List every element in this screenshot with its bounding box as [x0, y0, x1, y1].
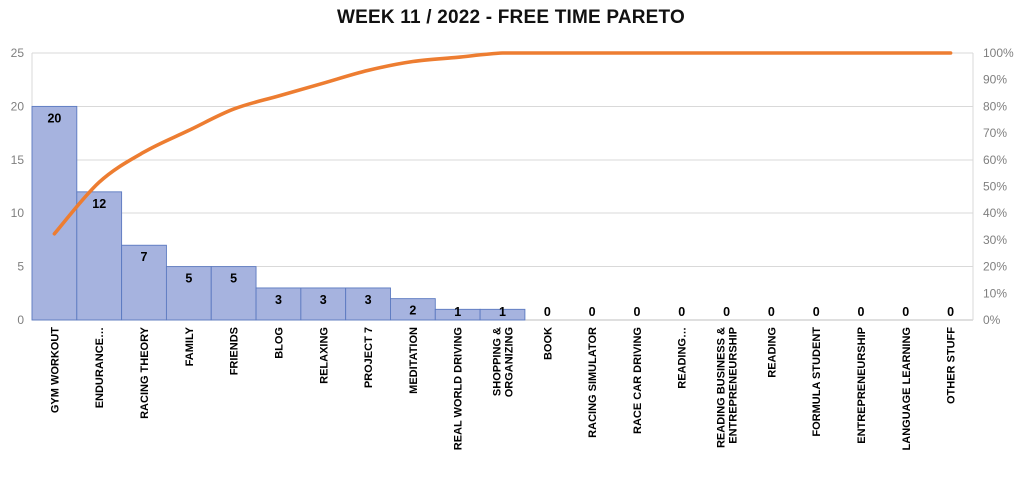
value-label-1: 12: [92, 197, 106, 211]
category-label-10: ORGANIZING: [504, 327, 516, 397]
value-label-15: 0: [723, 305, 730, 319]
value-label-8: 2: [409, 304, 416, 318]
category-label-19: LANGUAGE LEARNING: [901, 327, 913, 450]
category-label-16: READING: [766, 327, 778, 378]
value-label-16: 0: [768, 305, 775, 319]
value-label-4: 5: [230, 272, 237, 286]
category-label-15: READING BUSINESS &: [716, 327, 728, 448]
right-axis-tick: 30%: [983, 233, 1007, 247]
right-axis-tick: 40%: [983, 206, 1007, 220]
category-label-0: GYM WORKOUT: [49, 327, 61, 413]
right-axis-tick: 0%: [983, 313, 1001, 327]
left-axis-tick: 15: [11, 153, 25, 167]
right-axis-tick: 60%: [983, 153, 1007, 167]
value-label-10: 1: [499, 305, 506, 319]
right-axis-tick: 10%: [983, 286, 1007, 300]
category-label-20: OTHER STUFF: [946, 327, 958, 404]
bar-1: [76, 191, 123, 321]
value-label-11: 0: [544, 305, 551, 319]
right-axis-tick: 70%: [983, 126, 1007, 140]
category-label-9: REAL WORLD DRIVING: [453, 327, 465, 450]
value-label-14: 0: [678, 305, 685, 319]
category-label-2: RACING THEORY: [139, 326, 151, 419]
value-label-17: 0: [813, 305, 820, 319]
right-axis-tick: 80%: [983, 99, 1007, 113]
value-label-9: 1: [454, 305, 461, 319]
value-label-0: 20: [47, 111, 61, 125]
bar-7: [345, 287, 391, 321]
left-axis-tick: 10: [11, 206, 25, 220]
left-axis-tick: 25: [11, 46, 25, 60]
value-label-2: 7: [141, 250, 148, 264]
left-axis-tick: 5: [17, 260, 24, 274]
category-label-3: FAMILY: [184, 326, 196, 366]
right-axis-tick: 50%: [983, 180, 1007, 194]
right-axis-tick: 100%: [983, 46, 1014, 60]
category-label-12: RACING SIMULATOR: [587, 327, 599, 438]
category-label-10: SHOPPING &: [492, 327, 504, 396]
value-label-5: 3: [275, 293, 282, 307]
value-label-6: 3: [320, 293, 327, 307]
category-label-15: ENTREPRENEURSHIP: [728, 327, 740, 444]
category-label-8: MEDITATION: [408, 327, 420, 394]
cumulative-line: [52, 51, 953, 236]
value-label-13: 0: [633, 305, 640, 319]
category-label-18: ENTREPRENEURSHIP: [856, 327, 868, 444]
category-label-4: FRIENDS: [229, 327, 241, 375]
bar-10: [479, 308, 526, 321]
right-axis-tick: 90%: [983, 73, 1007, 87]
right-axis-tick: 20%: [983, 260, 1007, 274]
category-label-5: BLOG: [273, 327, 285, 359]
value-label-12: 0: [589, 305, 596, 319]
bar-6: [300, 287, 347, 321]
value-label-18: 0: [857, 305, 864, 319]
category-label-13: RACE CAR DRIVING: [632, 327, 644, 434]
value-label-7: 3: [365, 293, 372, 307]
category-label-17: FORMULA STUDENT: [811, 327, 823, 437]
category-label-11: BOOK: [542, 327, 554, 360]
chart-title: WEEK 11 / 2022 - FREE TIME PARETO: [337, 7, 685, 28]
left-axis-tick: 0: [17, 313, 24, 327]
category-label-7: PROJECT 7: [363, 327, 375, 388]
category-label-1: ENDURANCE…: [94, 327, 106, 408]
value-label-20: 0: [947, 305, 954, 319]
left-axis-tick: 20: [11, 99, 25, 113]
value-label-19: 0: [902, 305, 909, 319]
category-label-14: READING…: [677, 327, 689, 389]
category-label-6: RELAXING: [318, 327, 330, 384]
value-label-3: 5: [185, 272, 192, 286]
bar-2: [121, 244, 167, 321]
